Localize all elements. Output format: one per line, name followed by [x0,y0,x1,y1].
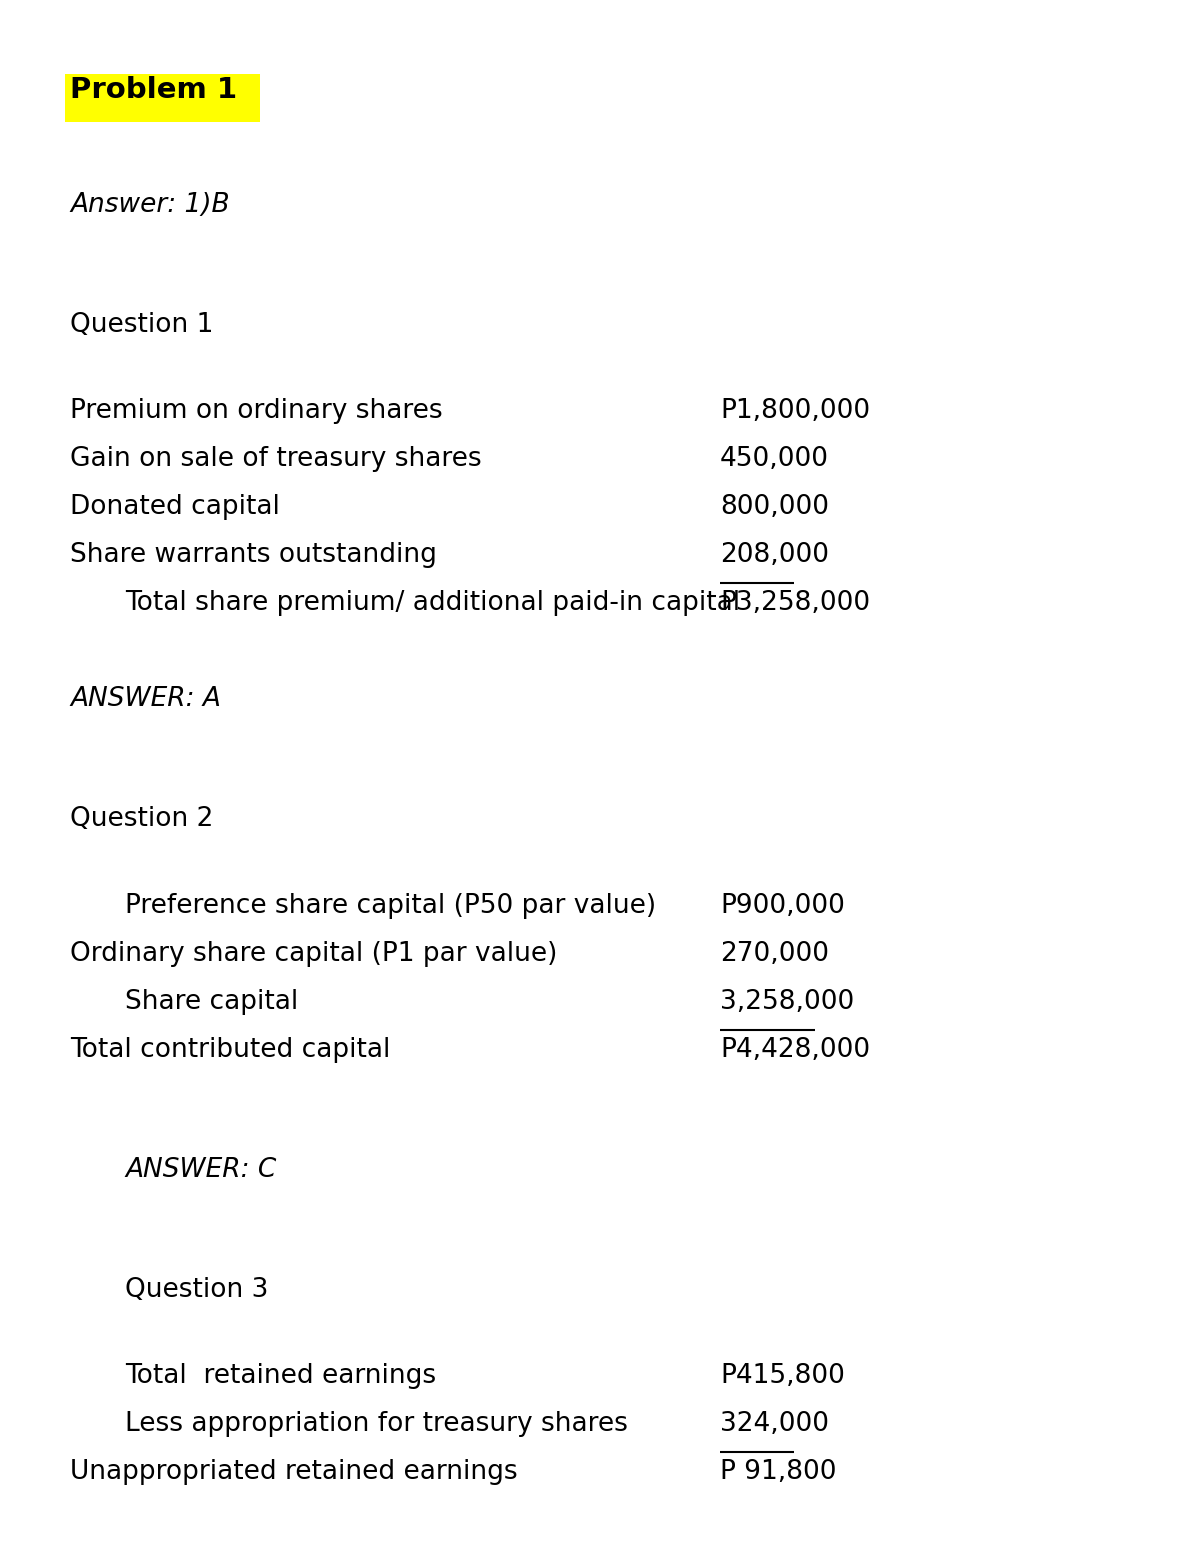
Text: Gain on sale of treasury shares: Gain on sale of treasury shares [70,446,481,472]
Text: 270,000: 270,000 [720,941,829,968]
Text: Question 2: Question 2 [70,806,214,832]
Text: 450,000: 450,000 [720,446,829,472]
Text: 208,000: 208,000 [720,542,829,568]
Text: ANSWER: A: ANSWER: A [70,686,221,713]
Text: Answer: 1)B: Answer: 1)B [70,193,229,217]
Text: P415,800: P415,800 [720,1364,845,1390]
Text: Total share premium/ additional paid-in capital: Total share premium/ additional paid-in … [125,590,740,617]
Text: 3,258,000: 3,258,000 [720,989,854,1014]
Text: Ordinary share capital (P1 par value): Ordinary share capital (P1 par value) [70,941,557,968]
Text: Question 3: Question 3 [125,1277,269,1303]
Text: 800,000: 800,000 [720,494,829,520]
Text: Donated capital: Donated capital [70,494,280,520]
Text: Share warrants outstanding: Share warrants outstanding [70,542,437,568]
Text: P900,000: P900,000 [720,893,845,919]
Text: Preference share capital (P50 par value): Preference share capital (P50 par value) [125,893,656,919]
Text: P3,258,000: P3,258,000 [720,590,870,617]
Text: Unappropriated retained earnings: Unappropriated retained earnings [70,1460,517,1485]
Text: Premium on ordinary shares: Premium on ordinary shares [70,399,443,424]
Text: P1,800,000: P1,800,000 [720,399,870,424]
Text: Total  retained earnings: Total retained earnings [125,1364,436,1390]
Text: Total contributed capital: Total contributed capital [70,1037,390,1062]
Text: P4,428,000: P4,428,000 [720,1037,870,1062]
Text: 324,000: 324,000 [720,1412,829,1437]
Text: Less appropriation for treasury shares: Less appropriation for treasury shares [125,1412,628,1437]
Text: Share capital: Share capital [125,989,299,1014]
Text: Problem 1: Problem 1 [70,76,238,104]
Text: P 91,800: P 91,800 [720,1460,836,1485]
Bar [65,75,260,123]
Text: ANSWER: C: ANSWER: C [125,1157,276,1183]
Text: Question 1: Question 1 [70,312,214,339]
